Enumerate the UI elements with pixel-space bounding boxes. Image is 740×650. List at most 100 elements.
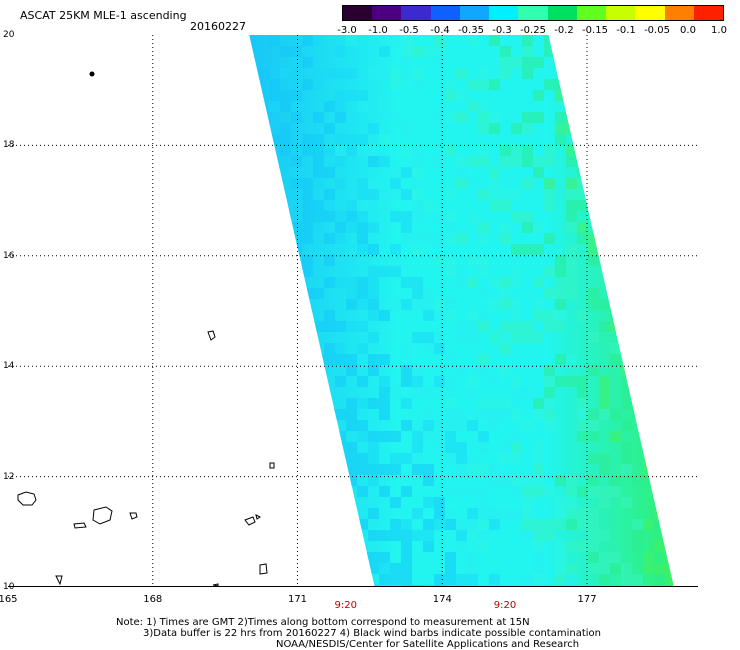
swath-cell <box>621 453 632 464</box>
swath-cell <box>643 464 654 475</box>
swath-cell <box>665 409 674 420</box>
swath-cell <box>478 409 489 420</box>
swath-cell <box>566 277 577 288</box>
swath-cell <box>445 519 456 530</box>
swath-cell <box>291 156 302 167</box>
swath-cell <box>412 178 423 189</box>
swath-cell <box>665 354 674 365</box>
swath-cell <box>368 464 379 475</box>
swath-cell <box>291 354 302 365</box>
swath-cell <box>335 277 346 288</box>
swath-cell <box>269 310 280 321</box>
x-axis-label: 177 <box>577 594 597 605</box>
colorbar-swatch <box>576 6 607 20</box>
swath-cell <box>467 420 478 431</box>
swath-cell <box>500 475 511 486</box>
swath-cell <box>291 574 302 585</box>
swath-cell <box>566 508 577 519</box>
swath-cell <box>423 343 434 354</box>
swath-cell <box>511 145 522 156</box>
swath-cell <box>676 321 687 332</box>
swath-cell <box>489 508 500 519</box>
swath-cell <box>467 376 478 387</box>
colorbar-tick-label: -0.1 <box>616 25 636 36</box>
swath-cell <box>456 233 467 244</box>
swath-cell <box>544 310 555 321</box>
swath-cell <box>599 189 610 200</box>
swath-cell <box>302 497 313 508</box>
y-axis-label: 12 <box>3 471 15 482</box>
swath-cell <box>621 442 632 453</box>
swath-cell <box>676 552 687 563</box>
swath-cell <box>313 68 324 79</box>
swath-cell <box>654 57 665 68</box>
swath-cell <box>390 255 401 266</box>
swath-cell <box>533 156 544 167</box>
swath-cell <box>643 222 654 233</box>
swath-cell <box>544 387 555 398</box>
swath-cell <box>665 156 674 167</box>
swath-cell <box>610 563 621 574</box>
swath-cell <box>522 321 533 332</box>
swath-cell <box>533 90 544 101</box>
swath-cell <box>302 519 313 530</box>
swath-cell <box>401 299 412 310</box>
swath-cell <box>654 563 665 574</box>
swath-cell <box>412 376 423 387</box>
swath-cell <box>687 222 698 233</box>
swath-cell <box>489 123 500 134</box>
swath-cell <box>324 123 335 134</box>
swath-cell <box>368 156 379 167</box>
swath-cell <box>434 211 445 222</box>
swath-cell <box>500 233 511 244</box>
swath-cell <box>368 277 379 288</box>
swath-cell <box>423 497 434 508</box>
swath-cell <box>390 266 401 277</box>
swath-cell <box>357 574 368 585</box>
swath-cell <box>412 332 423 343</box>
swath-cell <box>357 211 368 222</box>
swath-cell <box>423 475 434 486</box>
swath-cell <box>621 101 632 112</box>
swath-cell <box>401 365 412 376</box>
swath-cell <box>346 530 357 541</box>
swath-cell <box>280 101 291 112</box>
swath-cell <box>346 398 357 409</box>
colorbar-tick-label: -0.15 <box>582 25 608 36</box>
swath-cell <box>676 156 687 167</box>
swath-cell <box>456 321 467 332</box>
swath-cell <box>412 299 423 310</box>
swath-cell <box>632 90 643 101</box>
swath-cell <box>577 541 588 552</box>
swath-cell <box>643 134 654 145</box>
swath-cell <box>445 211 456 222</box>
swath-cell <box>269 343 280 354</box>
swath-cell <box>313 486 324 497</box>
swath-cell <box>566 354 577 365</box>
swath-cell <box>544 409 555 420</box>
swath-cell <box>434 310 445 321</box>
swath-cell <box>390 211 401 222</box>
swath-cell <box>269 376 280 387</box>
swath-cell <box>258 123 269 134</box>
swath-cell <box>665 134 674 145</box>
swath-cell <box>467 310 478 321</box>
swath-cell <box>522 486 533 497</box>
swath-cell <box>445 354 456 365</box>
swath-cell <box>478 365 489 376</box>
swath-cell <box>489 35 500 46</box>
swath-cell <box>577 420 588 431</box>
swath-cell <box>566 255 577 266</box>
swath-cell <box>258 255 269 266</box>
swath-cell <box>346 211 357 222</box>
swath-cell <box>302 431 313 442</box>
swath-cell <box>687 156 698 167</box>
swath-cell <box>335 354 346 365</box>
swath-cell <box>610 486 621 497</box>
swath-cell <box>335 343 346 354</box>
swath-cell <box>511 310 522 321</box>
swath-cell <box>632 409 643 420</box>
swath-cell <box>324 211 335 222</box>
swath-cell <box>269 552 280 563</box>
swath-cell <box>588 541 599 552</box>
